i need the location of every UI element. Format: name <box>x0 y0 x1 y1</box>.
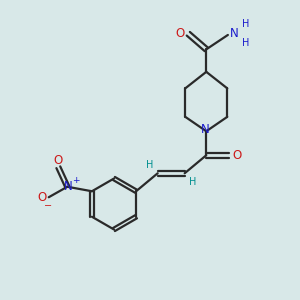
Text: H: H <box>242 38 250 48</box>
Text: O: O <box>232 149 241 162</box>
Text: H: H <box>146 160 153 170</box>
Text: O: O <box>37 191 46 204</box>
Text: N: N <box>64 180 72 193</box>
Text: O: O <box>176 27 185 40</box>
Text: H: H <box>242 19 250 28</box>
Text: +: + <box>73 176 80 184</box>
Text: H: H <box>189 177 197 187</box>
Text: N: N <box>230 27 239 40</box>
Text: −: − <box>44 201 52 211</box>
Text: N: N <box>200 123 209 136</box>
Text: O: O <box>54 154 63 167</box>
